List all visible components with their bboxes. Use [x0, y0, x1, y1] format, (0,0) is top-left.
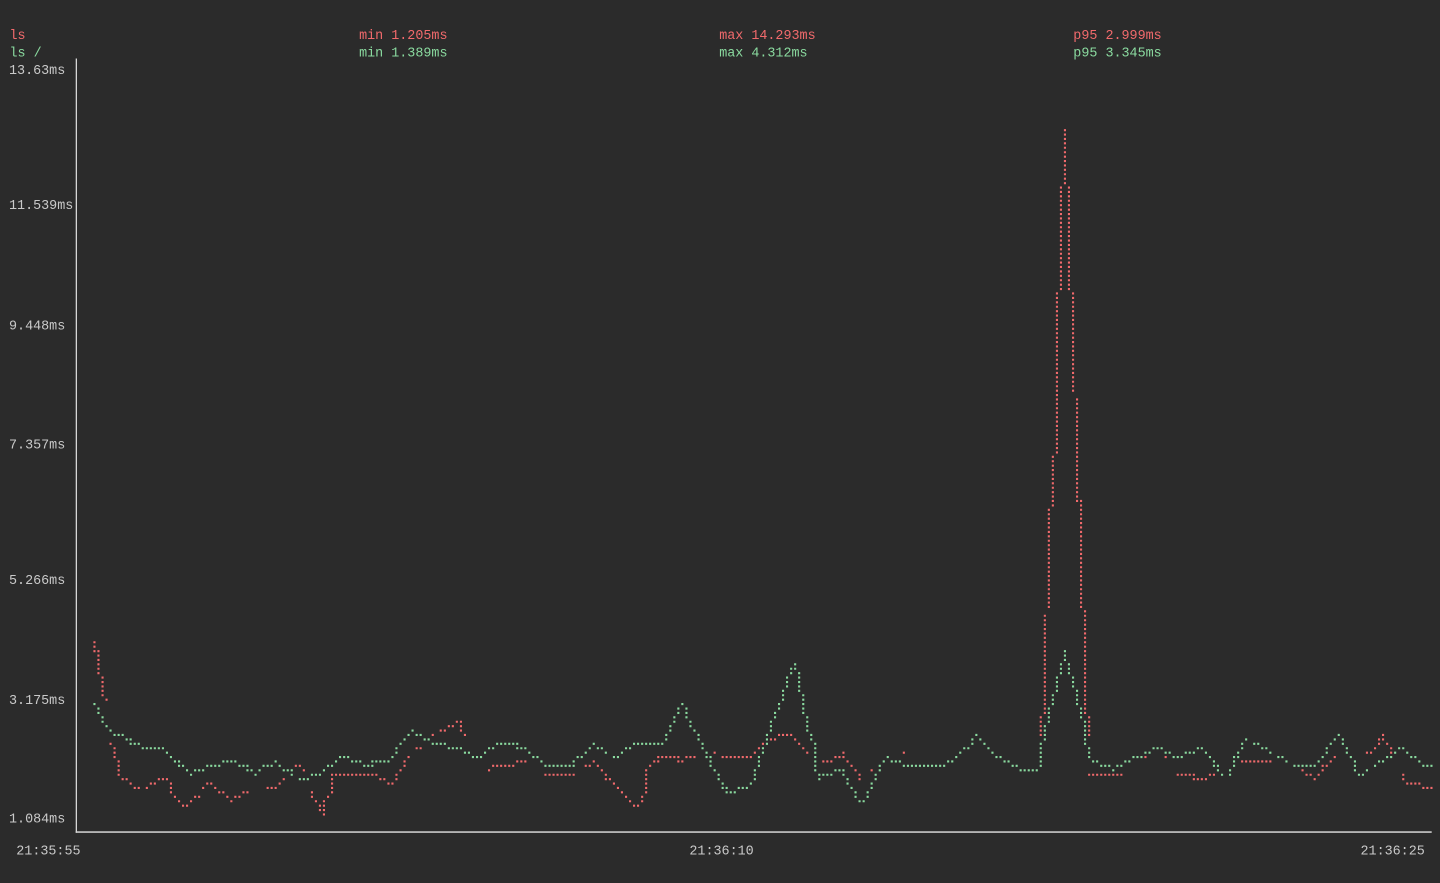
svg-text:max 14.293ms: max 14.293ms	[719, 29, 815, 44]
svg-text:9.448ms: 9.448ms	[9, 319, 65, 334]
svg-text:ls: ls	[10, 29, 26, 44]
svg-text:max 4.312ms: max 4.312ms	[719, 46, 807, 61]
svg-text:7.357ms: 7.357ms	[9, 439, 65, 454]
svg-text:p95 2.999ms: p95 2.999ms	[1073, 29, 1161, 44]
svg-text:21:36:25: 21:36:25	[1361, 844, 1425, 859]
svg-text:21:36:10: 21:36:10	[689, 844, 753, 859]
svg-text:min 1.389ms: min 1.389ms	[359, 46, 447, 61]
svg-text:1.084ms: 1.084ms	[9, 813, 65, 828]
svg-text:11.539ms: 11.539ms	[9, 199, 73, 214]
svg-text:ls /: ls /	[10, 46, 42, 61]
svg-text:p95 3.345ms: p95 3.345ms	[1073, 46, 1161, 61]
svg-text:min 1.205ms: min 1.205ms	[359, 29, 447, 44]
svg-text:21:35:55: 21:35:55	[16, 844, 80, 859]
svg-text:13.63ms: 13.63ms	[9, 64, 65, 79]
svg-text:5.266ms: 5.266ms	[9, 574, 65, 589]
svg-text:3.175ms: 3.175ms	[9, 694, 65, 709]
